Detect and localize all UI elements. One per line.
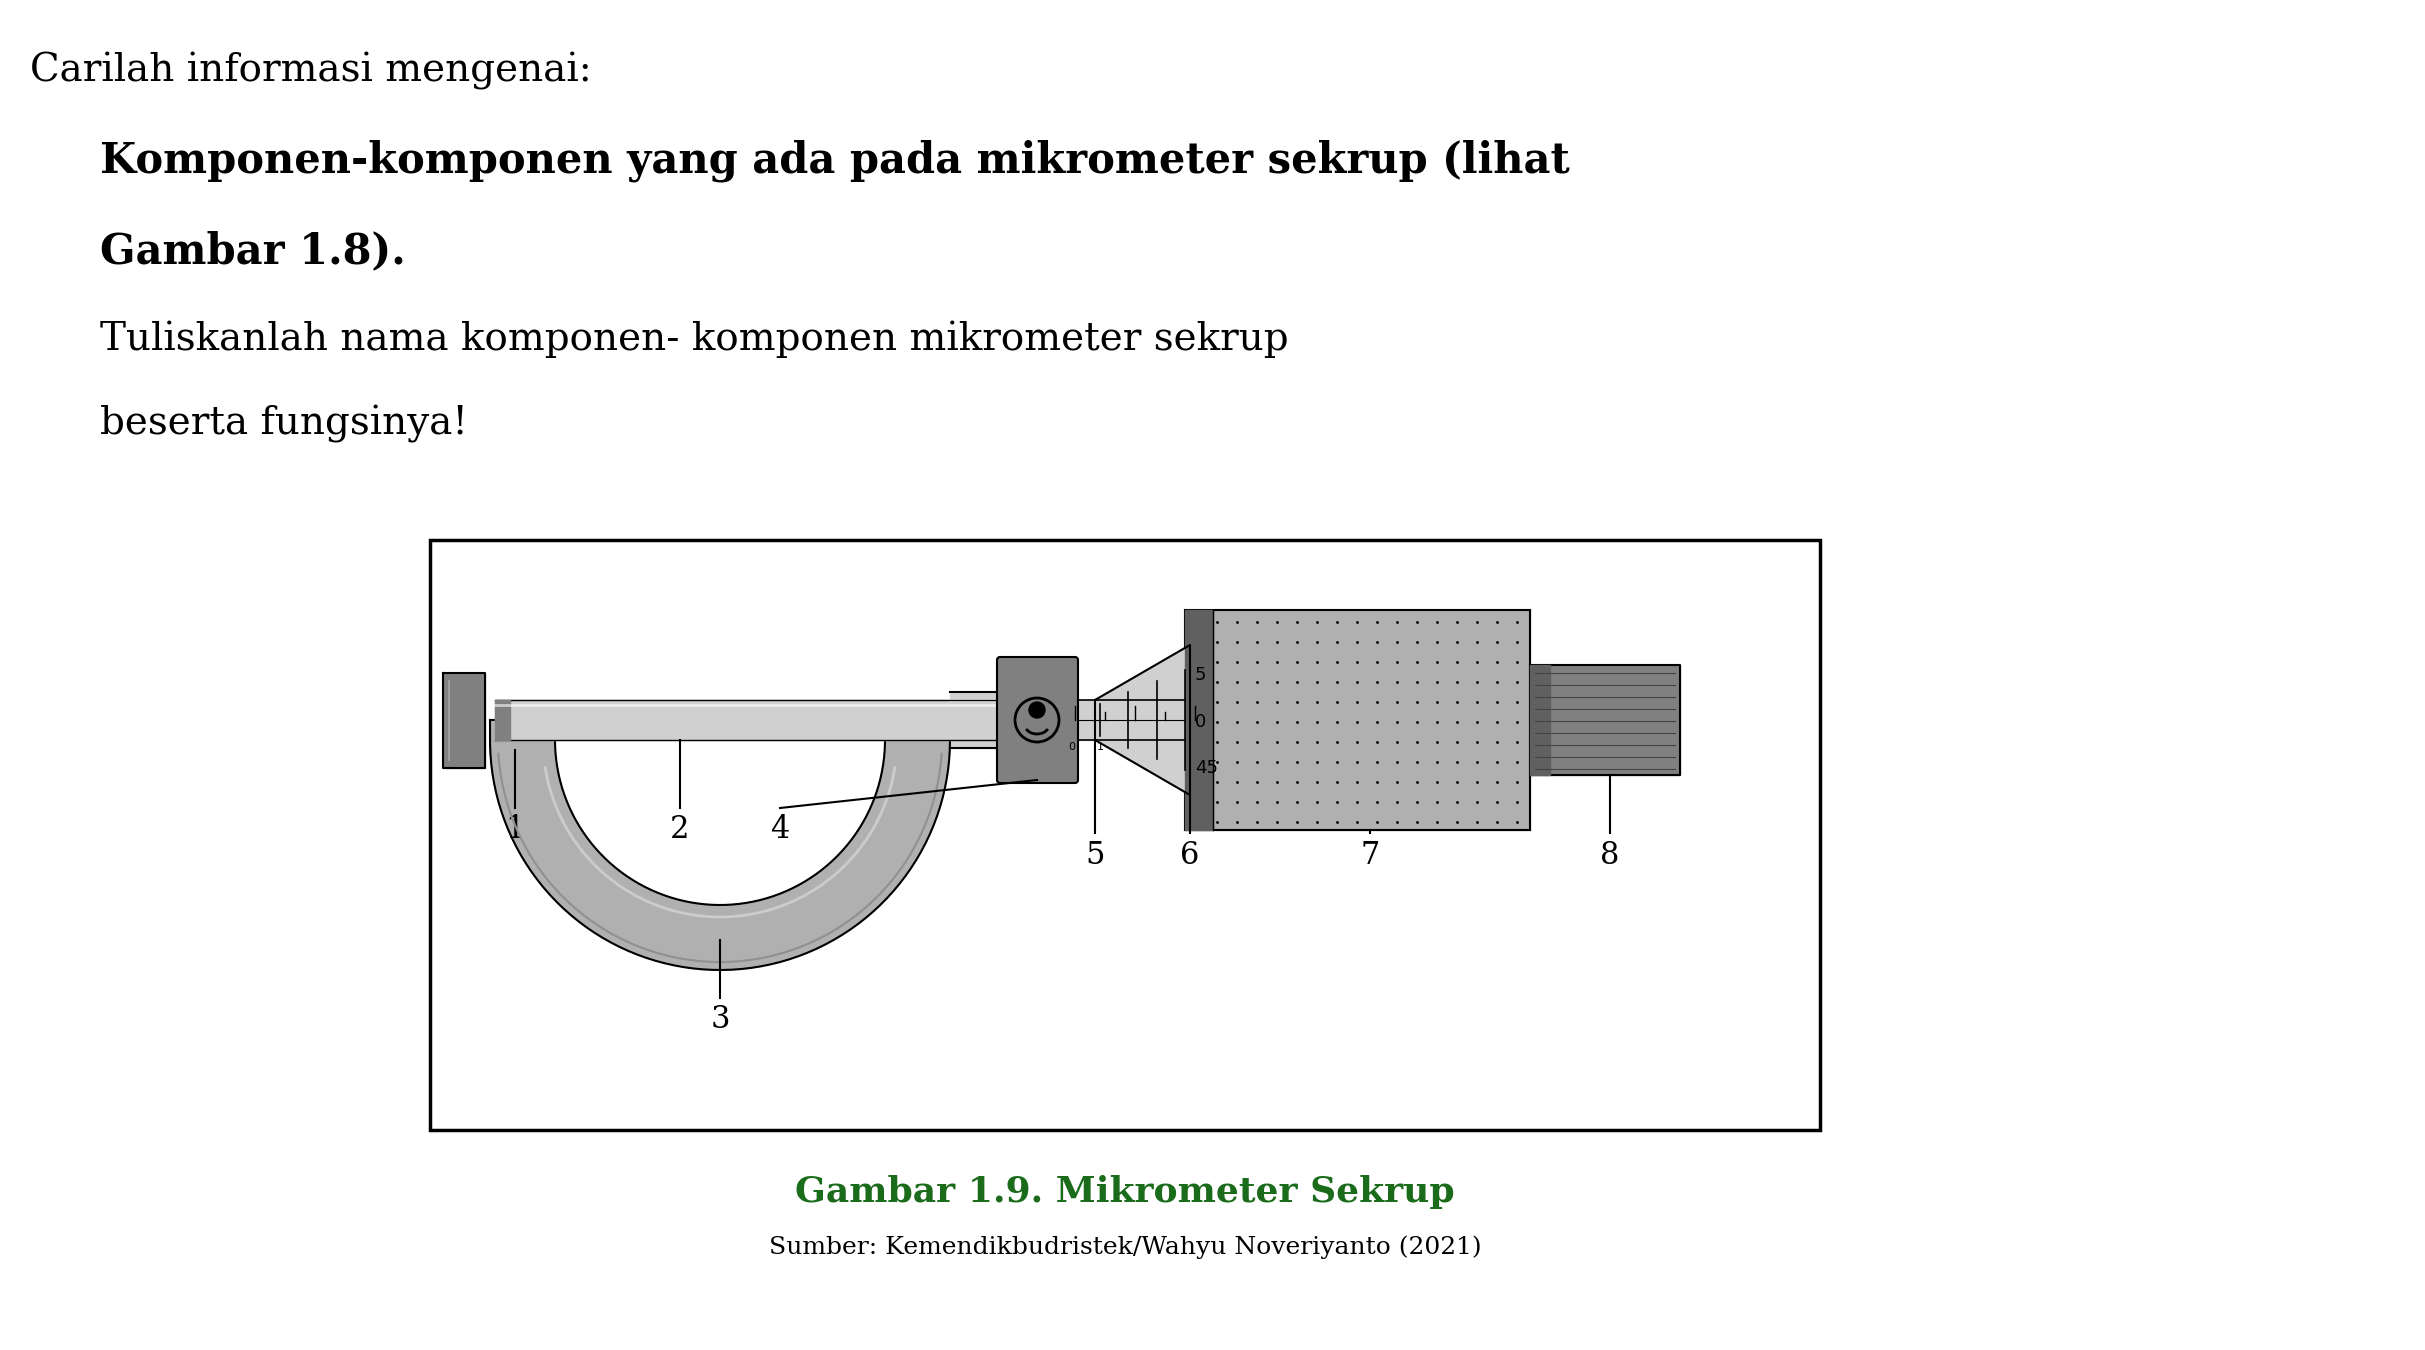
Text: 6: 6 <box>1181 840 1200 871</box>
Text: Sumber: Kemendikbudristek/Wahyu Noveriyanto (2021): Sumber: Kemendikbudristek/Wahyu Noveriya… <box>769 1235 1482 1258</box>
Text: 5: 5 <box>1196 666 1208 684</box>
Polygon shape <box>490 720 951 971</box>
Text: 2: 2 <box>669 814 689 845</box>
Bar <box>429 540 1821 1130</box>
Polygon shape <box>1096 645 1191 795</box>
Text: Komponen-komponen yang ada pada mikrometer sekrup (lihat: Komponen-komponen yang ada pada mikromet… <box>99 140 1569 182</box>
Text: 4: 4 <box>771 814 791 845</box>
Text: 8: 8 <box>1600 840 1620 871</box>
Bar <box>1186 610 1530 830</box>
Text: beserta fungsinya!: beserta fungsinya! <box>99 405 468 443</box>
Text: 3: 3 <box>711 1004 730 1035</box>
Text: Carilah informasi mengenai:: Carilah informasi mengenai: <box>29 53 592 90</box>
FancyBboxPatch shape <box>997 657 1079 783</box>
Text: Gambar 1.8).: Gambar 1.8). <box>99 230 405 271</box>
Text: 7: 7 <box>1360 840 1380 871</box>
Bar <box>495 701 1021 740</box>
Text: 5: 5 <box>1086 840 1106 871</box>
Bar <box>1186 610 1212 830</box>
Text: 0: 0 <box>1069 743 1077 752</box>
Text: 0: 0 <box>1196 713 1205 730</box>
Bar <box>1530 666 1550 775</box>
Bar <box>495 701 509 740</box>
Bar <box>1530 666 1681 775</box>
Bar <box>1069 701 1200 740</box>
Text: Gambar 1.9. Mikrometer Sekrup: Gambar 1.9. Mikrometer Sekrup <box>795 1174 1455 1210</box>
Text: Tuliskanlah nama komponen- komponen mikrometer sekrup: Tuliskanlah nama komponen- komponen mikr… <box>99 320 1288 358</box>
Bar <box>444 674 485 768</box>
Text: 1: 1 <box>1096 743 1103 752</box>
Text: 45: 45 <box>1196 759 1217 778</box>
Circle shape <box>1028 702 1045 718</box>
Bar <box>951 693 1021 748</box>
Text: 1: 1 <box>504 814 524 845</box>
